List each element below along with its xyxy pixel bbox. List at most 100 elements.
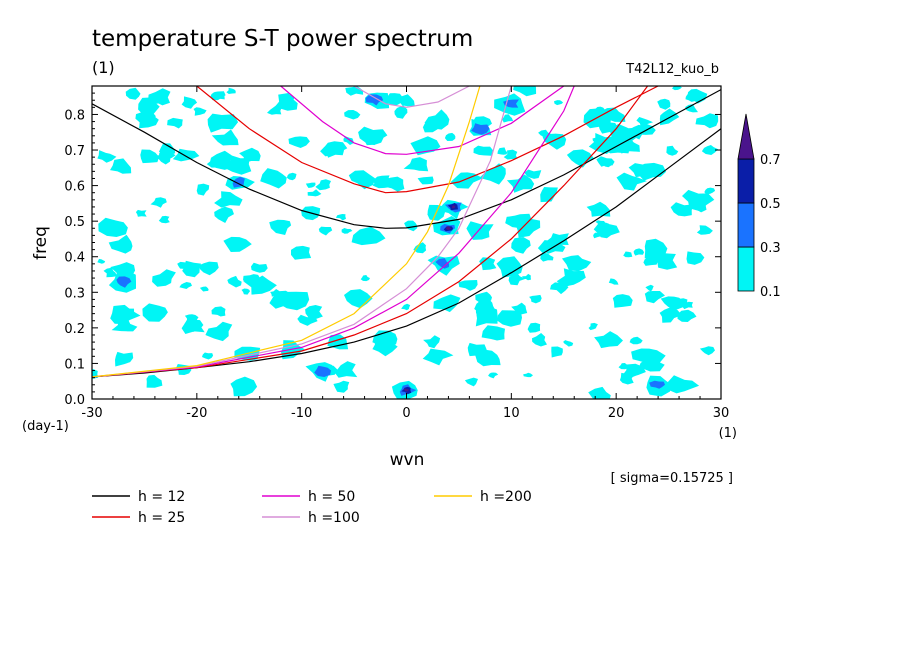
contour-patch [226, 87, 236, 94]
contour-patch [562, 255, 592, 272]
contour-patch [159, 274, 171, 283]
contour-patch [181, 317, 205, 334]
contour-patch [198, 261, 219, 276]
contour-patch [142, 303, 168, 322]
contour-patch [267, 104, 282, 115]
contour-patch [670, 202, 694, 217]
contour-patch [622, 363, 646, 380]
contour-patch [116, 276, 132, 288]
contour-patch [672, 86, 682, 91]
contour-patch [320, 141, 348, 157]
contour-patch [288, 136, 310, 148]
contour-patch [97, 258, 106, 264]
contour-patch [394, 105, 408, 119]
contour-patch [230, 376, 258, 397]
contour-patch [612, 294, 633, 308]
contour-patch [636, 117, 654, 126]
contour-patch [417, 176, 434, 185]
x-axis-unit: (1) [719, 426, 737, 441]
y-axis-unit: (day-1) [22, 419, 69, 434]
contour-patch [314, 365, 331, 377]
run-label: T42L12_kuo_b [625, 62, 719, 77]
contour-patch [287, 172, 297, 181]
contour-patch [108, 234, 133, 254]
contour-patch [348, 170, 375, 190]
y-tick-label: 0.1 [64, 357, 85, 372]
contour-patch [497, 147, 508, 155]
contour-patch [150, 197, 167, 208]
contour-patch [241, 288, 250, 295]
contour-patch [140, 149, 160, 164]
contour-patch [488, 372, 499, 379]
contour-patch [529, 294, 542, 304]
contour-patch [351, 226, 386, 246]
contour-patch [588, 386, 611, 399]
contour-patch [635, 162, 667, 181]
x-tick-label: -30 [81, 406, 102, 421]
contour-patch [645, 284, 654, 292]
contour-patch [479, 257, 497, 271]
contour-patch [404, 220, 418, 232]
contour-patch [532, 333, 547, 347]
contour-patch [467, 342, 487, 357]
contour-patch [223, 236, 252, 252]
contour-patch [435, 258, 450, 269]
contour-patch [704, 187, 716, 195]
contour-patch [214, 206, 234, 223]
contour-patch [269, 219, 292, 235]
contour-patch [305, 305, 323, 319]
contour-patch [657, 98, 671, 110]
x-tick-label: -20 [186, 406, 207, 421]
series-curve-upper-1 [196, 86, 659, 194]
contour-patch [146, 374, 163, 388]
contour-patch [281, 340, 305, 360]
contour-patch [685, 94, 698, 102]
series-curve-upper-2 [280, 86, 565, 155]
y-tick-label: 0.2 [64, 322, 85, 337]
contour-patch [315, 179, 331, 191]
contour-patch [92, 369, 99, 379]
contour-patch [413, 242, 427, 254]
contour-patch [206, 155, 225, 168]
series-curve-2 [92, 86, 575, 378]
y-tick-label: 0.3 [64, 286, 85, 301]
contour-patch [474, 298, 497, 314]
contour-patch [666, 145, 679, 156]
contour-patch [452, 205, 456, 209]
series-curve-1 [92, 86, 649, 378]
legend-label: h = 12 [138, 489, 185, 505]
contour-patch [305, 182, 316, 188]
contour-patch [224, 155, 252, 175]
series-curve-upper-0 [92, 89, 721, 229]
contour-patch [513, 86, 537, 97]
contour-patch [598, 135, 630, 154]
contour-patch [399, 94, 415, 107]
contour-patch [97, 150, 117, 163]
legend-label: h = 50 [308, 489, 355, 505]
contour-patch [358, 126, 388, 146]
contour-patch [179, 282, 192, 289]
contour-patch [524, 169, 542, 179]
contour-patch [269, 290, 293, 309]
contour-patch [497, 310, 522, 327]
contour-patch [227, 275, 242, 288]
contour-patch [675, 298, 688, 306]
contour-patch [458, 280, 478, 291]
contour-patch [595, 220, 606, 226]
contour-patch [594, 331, 623, 349]
contour-patch [334, 361, 358, 378]
contour-patch [537, 239, 561, 253]
colorbar-label: 0.1 [760, 285, 781, 300]
contour-patch [505, 213, 532, 229]
contour-patch [682, 189, 715, 212]
contour-patch [205, 321, 233, 342]
y-axis-label: freq [31, 226, 51, 260]
contour-patch [344, 110, 361, 120]
contour-patch [182, 260, 201, 278]
contour-patch [152, 96, 165, 104]
contour-patch [333, 380, 350, 393]
contour-patch [623, 251, 633, 258]
contour-patch [464, 377, 478, 387]
y-tick-label: 0.8 [64, 108, 85, 123]
